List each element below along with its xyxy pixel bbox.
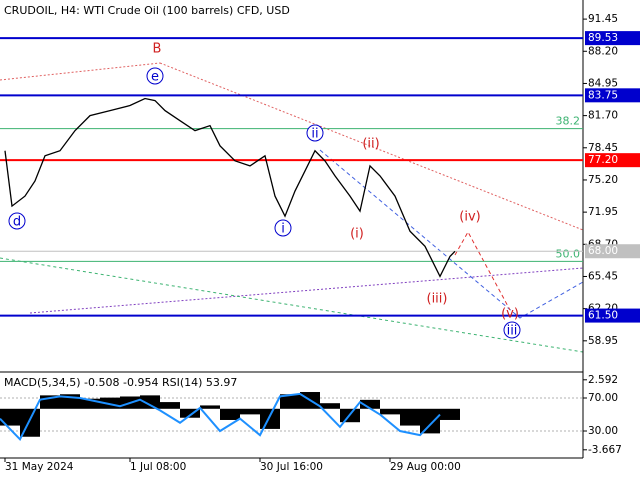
trend-line — [0, 62, 161, 81]
y-tick-label: 71.95 — [588, 206, 618, 218]
level-label-box — [585, 88, 640, 103]
level-label-box — [585, 308, 640, 323]
price-line — [4, 97, 456, 278]
level-label-box — [585, 31, 640, 46]
trend-line — [29, 267, 584, 314]
wave-circle — [274, 219, 292, 237]
x-tick-label: 30 Jul 16:00 — [260, 461, 323, 473]
chart-title: CRUDOIL, H4: WTI Crude Oil (100 barrels)… — [4, 4, 290, 17]
level-label: 83.75 — [588, 89, 618, 101]
macd-bar — [180, 408, 200, 418]
y-tick-label: 58.95 — [588, 335, 618, 347]
macd-bar — [260, 408, 280, 429]
wave-circle — [8, 212, 26, 230]
y2-tick-label: 70.00 — [588, 392, 618, 404]
y-tick-label: 75.20 — [588, 174, 618, 186]
forecast-line — [319, 149, 584, 319]
wave-label: (i) — [350, 227, 364, 242]
fib-label: 50.0 — [556, 247, 581, 260]
macd-bar — [240, 408, 260, 415]
y-tick-label: 91.45 — [588, 13, 618, 25]
wave-label: B — [153, 42, 162, 57]
level-label: 61.50 — [588, 310, 618, 322]
macd-bar — [160, 402, 180, 409]
y-tick-label: 65.45 — [588, 270, 618, 282]
macd-bar — [360, 399, 380, 409]
level-label-box — [585, 153, 640, 168]
wave-label: (iii) — [427, 292, 448, 307]
fib-label: 38.2 — [556, 115, 581, 128]
x-tick-label: 1 Jul 08:00 — [130, 461, 186, 473]
x-tick-label: 31 May 2024 — [5, 461, 74, 473]
macd-bar — [440, 408, 460, 420]
forecast-line — [454, 230, 511, 311]
level-label: 77.20 — [588, 154, 618, 166]
y-tick-label: 88.20 — [588, 45, 618, 57]
macd-bar — [320, 403, 340, 409]
wave-label: d — [13, 215, 21, 230]
macd-bar — [140, 395, 160, 409]
macd-bar — [0, 408, 20, 426]
level-label-box — [585, 244, 640, 259]
x-tick-label: 29 Aug 00:00 — [390, 461, 461, 473]
macd-bar — [420, 408, 440, 434]
wave-label: (v) — [501, 307, 519, 322]
y-tick-label: 84.95 — [588, 77, 618, 89]
rsi-line — [0, 392, 441, 441]
wave-label: iii — [507, 324, 518, 339]
wave-label: ii — [311, 127, 318, 142]
wave-label: (ii) — [362, 137, 379, 152]
y-tick-label: 2.592 — [588, 374, 618, 386]
y-tick-label: -3.667 — [588, 444, 622, 456]
macd-bar — [280, 394, 300, 409]
macd-bar — [220, 408, 240, 420]
wave-circle — [503, 321, 521, 339]
indicator-title: MACD(5,34,5) -0.508 -0.954 RSI(14) 53.97 — [4, 376, 237, 389]
trend-lines — [0, 62, 584, 353]
wave-label: e — [151, 70, 159, 85]
y-tick-label: 81.70 — [588, 110, 618, 122]
macd-bar — [380, 408, 400, 415]
level-label: 68.00 — [588, 245, 618, 257]
wave-circle — [306, 124, 324, 142]
macd-bar — [80, 398, 100, 409]
y-tick-label: 78.45 — [588, 142, 618, 154]
wave-circle — [146, 67, 164, 85]
level-label: 89.53 — [588, 32, 618, 44]
wave-label: i — [281, 222, 285, 237]
wave-label: (iv) — [459, 210, 480, 225]
macd-bar — [200, 405, 220, 409]
macd-bar — [400, 408, 420, 426]
y2-tick-label: 30.00 — [588, 425, 618, 437]
trend-line — [0, 257, 584, 353]
